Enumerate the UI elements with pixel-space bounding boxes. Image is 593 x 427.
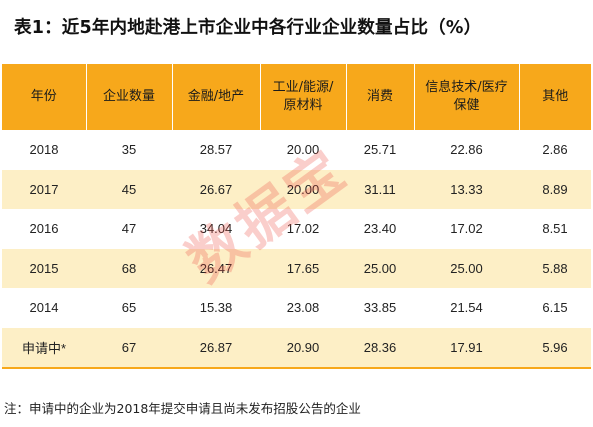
table-cell: 47 (86, 209, 172, 249)
column-header-text: 原材料 (283, 98, 323, 113)
table-cell: 34.04 (172, 209, 260, 249)
column-header: 信息技术/医疗 保健 (413, 64, 519, 130)
table-cell: 5.88 (519, 248, 591, 288)
table-cell: 17.02 (414, 209, 519, 249)
table-cell: 20.00 (260, 169, 346, 209)
table-cell: 23.08 (260, 288, 346, 328)
column-header-text: 年份 (30, 89, 57, 104)
table-row: 2017 45 26.67 20.00 31.11 13.33 8.89 (2, 169, 591, 209)
column-header-text: 企业数量 (102, 89, 155, 104)
table-cell: 17.02 (260, 209, 346, 249)
table-cell: 67 (86, 327, 172, 369)
row-year-cell: 2014 (2, 288, 86, 328)
column-header: 工业/能源/原材料 (259, 64, 346, 130)
table-cell: 6.15 (519, 288, 591, 328)
table-cell: 35 (86, 130, 172, 170)
table-cell: 20.90 (260, 327, 346, 369)
table-cell: 68 (86, 248, 172, 288)
table-cell: 23.40 (346, 209, 414, 249)
table-cell: 33.85 (346, 288, 414, 328)
row-year-cell: 2016 (2, 209, 86, 249)
table-row: 2018 35 28.57 20.00 25.71 22.86 2.86 (2, 130, 591, 170)
table-cell: 20.00 (260, 130, 346, 170)
table-cell: 17.65 (260, 248, 346, 288)
table-cell: 31.11 (346, 169, 414, 209)
table-cell: 8.51 (519, 209, 591, 249)
industry-share-table: 年份 企业数量 金融/地产 工业/能源/原材料 消费 信息技术/医疗 保健 其他 2018 35… (2, 64, 591, 369)
table-row: 2015 68 26.47 17.65 25.00 25.00 5.88 (2, 248, 591, 288)
row-year-cell: 2017 (2, 169, 86, 209)
table-cell: 8.89 (519, 169, 591, 209)
row-year-cell: 2015 (2, 248, 86, 288)
data-table-container: 年份 企业数量 金融/地产 工业/能源/原材料 消费 信息技术/医疗 保健 其他 2018 35… (2, 64, 591, 369)
table-title: 表1：近5年内地赴港上市企业中各行业企业数量占比（%） (14, 18, 482, 38)
table-cell: 65 (86, 288, 172, 328)
table-cell: 25.71 (346, 130, 414, 170)
table-header-row: 年份 企业数量 金融/地产 工业/能源/原材料 消费 信息技术/医疗 保健 其他 (2, 64, 591, 130)
table-cell: 26.87 (172, 327, 260, 369)
column-header-text: 消费 (366, 89, 393, 104)
table-cell: 26.47 (172, 248, 260, 288)
table-body: 2018 35 28.57 20.00 25.71 22.86 2.86 2017 45 26.6… (2, 130, 591, 369)
table-cell: 26.67 (172, 169, 260, 209)
column-header-text: 保健 (453, 98, 480, 113)
table-row: 2014 65 15.38 23.08 33.85 21.54 6.15 (2, 288, 591, 328)
table-cell: 5.96 (519, 327, 591, 369)
column-header: 企业数量 (85, 64, 172, 130)
table-row: 申请中* 67 26.87 20.90 28.36 17.91 5.96 (2, 327, 591, 369)
column-header: 金融/地产 (171, 64, 260, 130)
table-cell: 28.36 (346, 327, 414, 369)
table-cell: 28.57 (172, 130, 260, 170)
column-header: 其他 (518, 64, 591, 130)
footnote: 注：申请中的企业为2018年提交申请且尚未发布招股公告的企业 (4, 401, 361, 416)
table-cell: 17.91 (414, 327, 519, 369)
table-cell: 13.33 (414, 169, 519, 209)
table-cell: 25.00 (346, 248, 414, 288)
column-header-text: 信息技术/医疗 (425, 80, 508, 95)
table-cell: 21.54 (414, 288, 519, 328)
table-cell: 2.86 (519, 130, 591, 170)
column-header-text: 金融/地产 (187, 89, 245, 104)
table-cell: 15.38 (172, 288, 260, 328)
column-header: 消费 (345, 64, 414, 130)
column-header: 年份 (2, 64, 86, 130)
column-header-text: 工业/能源/ (272, 80, 334, 95)
table-cell: 45 (86, 169, 172, 209)
row-year-cell: 申请中* (2, 327, 86, 369)
row-year-cell: 2018 (2, 130, 86, 170)
table-row: 2016 47 34.04 17.02 23.40 17.02 8.51 (2, 209, 591, 249)
table-cell: 22.86 (414, 130, 519, 170)
column-header-text: 其他 (542, 89, 569, 104)
table-cell: 25.00 (414, 248, 519, 288)
